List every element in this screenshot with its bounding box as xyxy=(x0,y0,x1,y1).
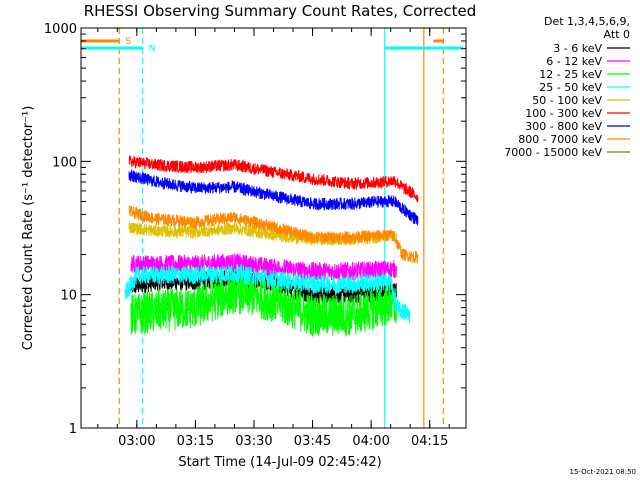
y-tick-label: 1000 xyxy=(44,22,77,37)
chart-title: RHESSI Observing Summary Count Rates, Co… xyxy=(84,2,477,20)
legend-label: 50 - 100 keV xyxy=(532,94,602,107)
y-tick-label: 1 xyxy=(69,422,77,437)
timestamp: 15-Oct-2021 08:50 xyxy=(570,468,636,476)
x-tick-label: 03:45 xyxy=(294,434,331,449)
x-tick-label: 03:00 xyxy=(118,434,155,449)
legend-title-2: Att 0 xyxy=(604,28,630,41)
legend-label: 3 - 6 keV xyxy=(553,42,602,55)
x-tick-label: 04:15 xyxy=(411,434,448,449)
x-axis: 03:00 03:15 03:30 03:45 04:00 04:15 xyxy=(97,28,450,449)
series-line xyxy=(130,272,397,337)
x-axis-label: Start Time (14-Jul-09 02:45:42) xyxy=(178,455,381,470)
series-line xyxy=(128,155,419,203)
series-line xyxy=(124,264,411,324)
series-line xyxy=(128,169,419,226)
x-tick-label: 03:15 xyxy=(177,434,214,449)
y-axis: 1 10 100 1000 xyxy=(44,22,466,437)
legend-title-1: Det 1,3,4,5,6,9, xyxy=(544,15,630,28)
legend-label: 6 - 12 keV xyxy=(546,55,602,68)
legend-label: 12 - 25 keV xyxy=(539,68,602,81)
legend-label: 300 - 800 keV xyxy=(525,120,602,133)
x-tick-label: 03:30 xyxy=(235,434,272,449)
plot-area: SN xyxy=(81,28,463,428)
series-line xyxy=(128,205,419,264)
legend-label: 7000 - 15000 keV xyxy=(504,146,602,159)
state-label-s: S xyxy=(125,37,131,47)
x-tick-label: 04:00 xyxy=(352,434,389,449)
legend-label: 100 - 300 keV xyxy=(525,107,602,120)
legend-label: 800 - 7000 keV xyxy=(518,133,602,146)
legend-label: 25 - 50 keV xyxy=(539,81,602,94)
state-label-n: N xyxy=(149,44,156,54)
y-tick-label: 100 xyxy=(52,155,77,170)
y-axis-label: Corrected Count Rate (s⁻¹ detector⁻¹) xyxy=(21,106,36,351)
y-tick-label: 10 xyxy=(60,289,77,304)
